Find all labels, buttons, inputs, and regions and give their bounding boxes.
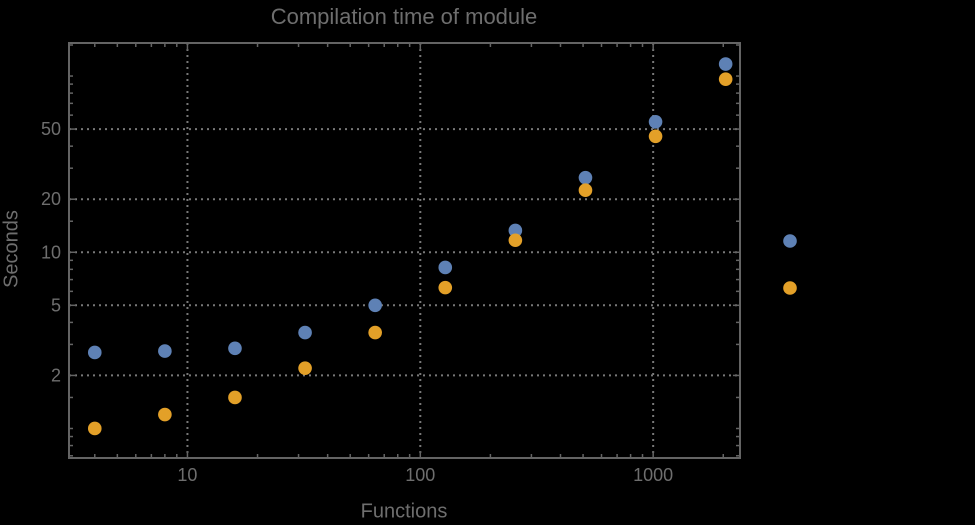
- x-tick-label: 1000: [633, 465, 673, 485]
- x-axis-label: Functions: [360, 500, 448, 523]
- data-point-orange: [158, 407, 172, 422]
- data-point-orange: [298, 361, 312, 375]
- y-tick-label: 2: [51, 365, 61, 385]
- y-tick-label: 20: [41, 189, 61, 209]
- data-point-blue: [648, 114, 663, 129]
- data-point-blue: [718, 57, 733, 71]
- y-tick-label: 50: [41, 119, 61, 139]
- x-tick-label: 100: [405, 465, 435, 485]
- y-axis-label: Seconds: [0, 210, 23, 288]
- data-point-blue: [298, 325, 312, 340]
- data-point-orange: [438, 280, 453, 295]
- x-tick-label: 10: [177, 465, 197, 485]
- data-point-blue: [158, 344, 172, 358]
- chart-title: Compilation time of module: [270, 4, 538, 29]
- y-tick-label: 10: [41, 242, 61, 262]
- data-point-blue: [438, 260, 453, 275]
- data-point-orange: [648, 129, 663, 144]
- legend-marker-orange: [783, 281, 797, 295]
- data-point-orange: [228, 390, 242, 405]
- plot-frame: [68, 42, 741, 459]
- data-point-blue: [508, 223, 523, 238]
- data-point-blue: [87, 345, 102, 360]
- legend-marker-blue: [783, 234, 797, 248]
- y-tick-label: 5: [51, 295, 61, 315]
- data-point-orange: [368, 325, 382, 340]
- data-point-orange: [87, 421, 102, 436]
- data-point-blue: [228, 341, 242, 356]
- data-point-orange: [578, 183, 593, 198]
- data-point-orange: [508, 233, 523, 248]
- data-point-blue: [368, 298, 382, 313]
- data-point-orange: [718, 72, 733, 86]
- data-point-blue: [578, 170, 593, 185]
